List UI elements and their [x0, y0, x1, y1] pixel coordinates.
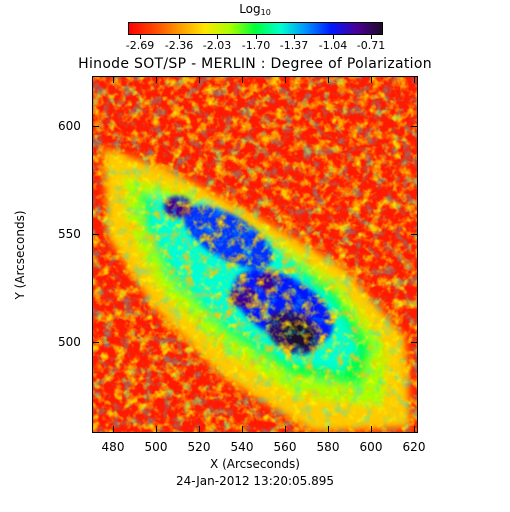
x-axis-tick: [199, 426, 200, 432]
y-axis-tick: [411, 342, 417, 343]
colorbar: [128, 22, 383, 35]
y-tick-label: 600: [58, 119, 81, 133]
y-axis-tick: [93, 342, 99, 343]
colorbar-tick: [294, 35, 295, 39]
x-tick-label: 500: [144, 440, 168, 454]
x-axis-tick: [156, 77, 157, 83]
x-axis-tick: [242, 77, 243, 83]
colorbar-title-subscript: 10: [260, 8, 271, 17]
colorbar-tick: [140, 35, 141, 39]
x-axis-tick: [285, 77, 286, 83]
colorbar-tick-label: -1.70: [241, 39, 271, 52]
y-axis-tick: [93, 234, 99, 235]
y-axis-label: Y (Arcseconds): [13, 210, 27, 300]
y-axis-tick: [93, 126, 99, 127]
y-axis-tick: [411, 234, 417, 235]
colorbar-tick-label: -2.36: [164, 39, 194, 52]
x-axis-tick: [113, 426, 114, 432]
x-axis-tick: [328, 77, 329, 83]
plot-area: [92, 76, 418, 433]
texture-cyan: [93, 77, 417, 432]
x-axis-tick: [371, 77, 372, 83]
x-axis-tick: [199, 77, 200, 83]
x-tick-label: 540: [230, 440, 254, 454]
x-tick-label: 580: [316, 440, 340, 454]
x-axis-tick: [371, 426, 372, 432]
x-axis-tick: [156, 426, 157, 432]
x-axis-tick: [113, 77, 114, 83]
timestamp: 24-Jan-2012 13:20:05.895: [175, 474, 335, 488]
x-axis-tick: [242, 426, 243, 432]
colorbar-tick: [256, 35, 257, 39]
colorbar-tick-label: -0.71: [356, 39, 386, 52]
y-tick-label: 500: [58, 335, 81, 349]
colorbar-tick-label: -2.69: [125, 39, 155, 52]
y-axis-tick: [411, 126, 417, 127]
colorbar-tick-label: -2.03: [202, 39, 232, 52]
x-tick-label: 480: [101, 440, 125, 454]
polarization-map: [93, 77, 417, 432]
colorbar-tick-label: -1.37: [279, 39, 309, 52]
colorbar-tick: [179, 35, 180, 39]
colorbar-tick: [333, 35, 334, 39]
colorbar-tick-label: -1.04: [318, 39, 348, 52]
x-tick-label: 560: [273, 440, 297, 454]
x-axis-tick: [328, 426, 329, 432]
y-tick-label: 550: [58, 227, 81, 241]
x-axis-tick: [285, 426, 286, 432]
colorbar-tick: [371, 35, 372, 39]
x-axis-tick: [414, 77, 415, 83]
x-axis-label: X (Arcseconds): [210, 457, 300, 471]
plot-title: Hinode SOT/SP - MERLIN : Degree of Polar…: [78, 56, 432, 72]
x-tick-label: 520: [187, 440, 211, 454]
x-tick-label: 620: [402, 440, 426, 454]
x-tick-label: 600: [359, 440, 383, 454]
colorbar-tick: [217, 35, 218, 39]
colorbar-title: Log10: [239, 2, 271, 17]
x-axis-tick: [414, 426, 415, 432]
